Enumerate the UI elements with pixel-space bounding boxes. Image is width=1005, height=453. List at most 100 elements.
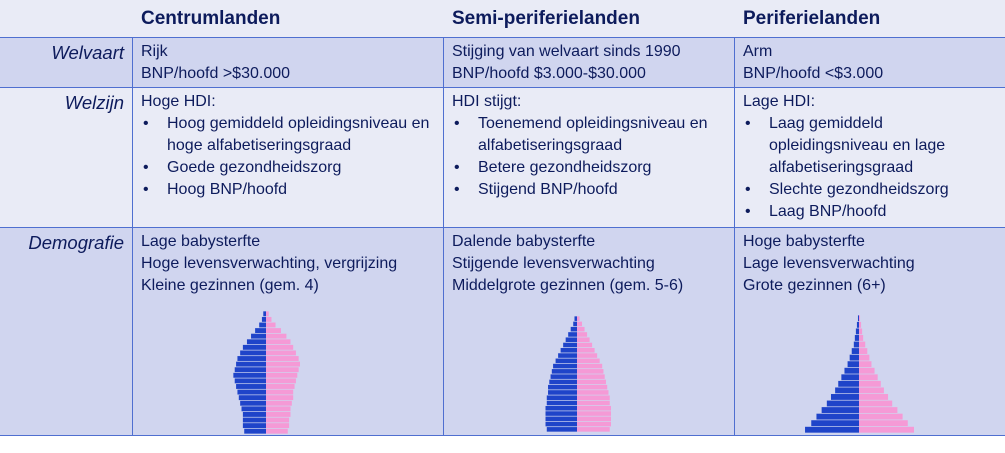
- welvaart-centrum-line: BNP/hoofd >$30.000: [141, 65, 291, 82]
- pyramid-bar-male: [546, 400, 577, 406]
- pyramid-bar-female: [859, 315, 861, 322]
- pyramid-bar-female: [577, 326, 585, 332]
- pyramid-bar-male: [558, 353, 577, 358]
- column-title-centrumlanden: Centrumlanden: [141, 8, 281, 29]
- pyramid-bar-male: [263, 311, 266, 317]
- welvaart-centrum-line: Rijk: [141, 43, 168, 60]
- pyramid-bar-female: [266, 339, 291, 345]
- welvaart-periferie-line: BNP/hoofd <$3.000: [743, 65, 884, 82]
- demografie-centrum-line: Hoge levensverwachting, vergrijzing: [141, 255, 398, 272]
- welvaart-semi-line: Stijging van welvaart sinds 1990: [452, 43, 681, 60]
- pyramid-bar-female: [859, 321, 862, 328]
- welzijn-semi-list: Toenemend opleidingsniveau en alfabetise…: [452, 113, 730, 201]
- pyramid-bar-female: [266, 322, 276, 328]
- pyramid-bar-female: [859, 341, 866, 348]
- demografie-semi-line: Stijgende levensverwachting: [452, 255, 655, 272]
- list-item: Slechte gezondheidszorg: [743, 179, 1001, 201]
- pyramid-bar-female: [577, 353, 598, 358]
- pyramid-bar-male: [242, 411, 266, 417]
- pyramid-bar-male: [236, 384, 266, 389]
- demografie-centrum-line: Lage babysterfte: [141, 233, 261, 250]
- population-pyramid-centrum: [233, 311, 300, 434]
- welvaart-row: Welvaart Rijk BNP/hoofd >$30.000 Stijgin…: [0, 37, 1005, 87]
- pyramid-bar-female: [859, 374, 878, 381]
- pyramid-bar-male: [553, 363, 577, 369]
- pyramid-bar-female: [266, 389, 294, 395]
- pyramid-bar-male: [821, 407, 859, 413]
- pyramid-bar-female: [266, 423, 290, 429]
- list-item: Stijgend BNP/hoofd: [452, 179, 730, 201]
- pyramid-bar-male: [545, 405, 577, 411]
- pyramid-bar-female: [577, 390, 609, 395]
- pyramid-bar-female: [577, 416, 611, 422]
- pyramid-bar-male: [233, 372, 266, 378]
- pyramid-bar-female: [859, 380, 881, 387]
- welvaart-semi-line: BNP/hoofd $3.000-$30.000: [452, 65, 646, 82]
- pyramid-bar-male: [853, 341, 859, 348]
- pyramid-bar-female: [859, 328, 863, 335]
- pyramid-bar-female: [577, 337, 590, 343]
- pyramid-bar-male: [855, 328, 859, 335]
- welzijn-centrum-intro: Hoge HDI:: [141, 93, 216, 110]
- pyramid-bar-female: [859, 413, 903, 420]
- pyramid-bar-female: [577, 427, 610, 432]
- pyramid-bar-male: [251, 333, 266, 339]
- demografie-periferie-cell: Hoge babysterfte Lage levensverwachting …: [735, 227, 1005, 436]
- pyramid-bar-female: [577, 411, 611, 416]
- pyramid-bar-female: [577, 342, 593, 348]
- pyramid-bar-female: [859, 407, 898, 413]
- column-title-periferielanden: Periferielanden: [743, 8, 881, 29]
- pyramid-bar-female: [266, 333, 287, 339]
- pyramid-bar-female: [266, 428, 288, 434]
- pyramid-bar-female: [266, 400, 292, 406]
- pyramid-bar-female: [577, 363, 603, 369]
- pyramid-bar-male: [573, 321, 577, 327]
- pyramid-bar-female: [266, 417, 290, 423]
- header-row: Centrumlanden Semi-periferielanden Perif…: [0, 0, 1005, 37]
- welzijn-periferie-intro: Lage HDI:: [743, 93, 816, 110]
- pyramid-bar-female: [577, 316, 580, 321]
- welvaart-label-cell: Welvaart: [0, 37, 133, 87]
- pyramid-bar-male: [545, 421, 577, 427]
- pyramid-bar-female: [266, 356, 299, 361]
- welzijn-centrum-list: Hoog gemiddeld opleidingsniveau en hoge …: [141, 113, 439, 201]
- pyramid-bar-female: [266, 361, 300, 367]
- pyramid-bar-female: [266, 411, 291, 417]
- pyramid-bar-male: [841, 374, 859, 381]
- pyramid-bar-female: [859, 387, 884, 394]
- welzijn-semi-intro: HDI stijgt:: [452, 93, 522, 110]
- demografie-centrum-cell: Lage babysterfte Hoge levensverwachting,…: [133, 227, 444, 436]
- pyramid-bar-female: [577, 395, 610, 401]
- welzijn-label-cell: Welzijn: [0, 87, 133, 227]
- pyramid-bar-male: [847, 361, 859, 368]
- pyramid-bar-female: [577, 421, 611, 427]
- welzijn-semi-cell: HDI stijgt: Toenemend opleidingsniveau e…: [444, 87, 735, 227]
- pyramid-bar-female: [266, 350, 296, 356]
- pyramid-bar-male: [854, 335, 859, 341]
- pyramid-bar-male: [244, 428, 266, 434]
- pyramid-bar-male: [546, 427, 577, 432]
- demografie-semi-line: Dalende babysterfte: [452, 233, 596, 250]
- column-title-semi-periferielanden: Semi-periferielanden: [452, 8, 640, 29]
- demografie-semi-cell: Dalende babysterfte Stijgende levensverw…: [444, 227, 735, 436]
- row-divider: [0, 37, 1005, 38]
- pyramid-bar-male: [237, 356, 266, 361]
- pyramid-bar-female: [859, 420, 908, 427]
- pyramid-bar-male: [851, 348, 859, 354]
- row-label-demografie: Demografie: [28, 232, 124, 253]
- pyramid-bar-female: [577, 369, 604, 374]
- welzijn-periferie-cell: Lage HDI: Laag gemiddeld opleidingsnivea…: [735, 87, 1005, 227]
- pyramid-bar-male: [548, 384, 577, 390]
- pyramid-bar-male: [811, 420, 859, 427]
- pyramid-bar-male: [246, 339, 266, 345]
- pyramid-bar-male: [240, 400, 266, 406]
- pyramid-bar-male: [563, 342, 577, 348]
- pyramid-bar-female: [859, 367, 875, 374]
- pyramid-bar-male: [568, 332, 577, 337]
- pyramid-bar-male: [565, 337, 577, 343]
- row-label-welvaart: Welvaart: [51, 42, 124, 63]
- pyramid-bar-male: [234, 367, 266, 373]
- welzijn-periferie-list: Laag gemiddeld opleidingsniveau en lage …: [743, 113, 1001, 223]
- pyramid-bar-female: [859, 348, 868, 354]
- pyramid-bar-male: [805, 426, 859, 433]
